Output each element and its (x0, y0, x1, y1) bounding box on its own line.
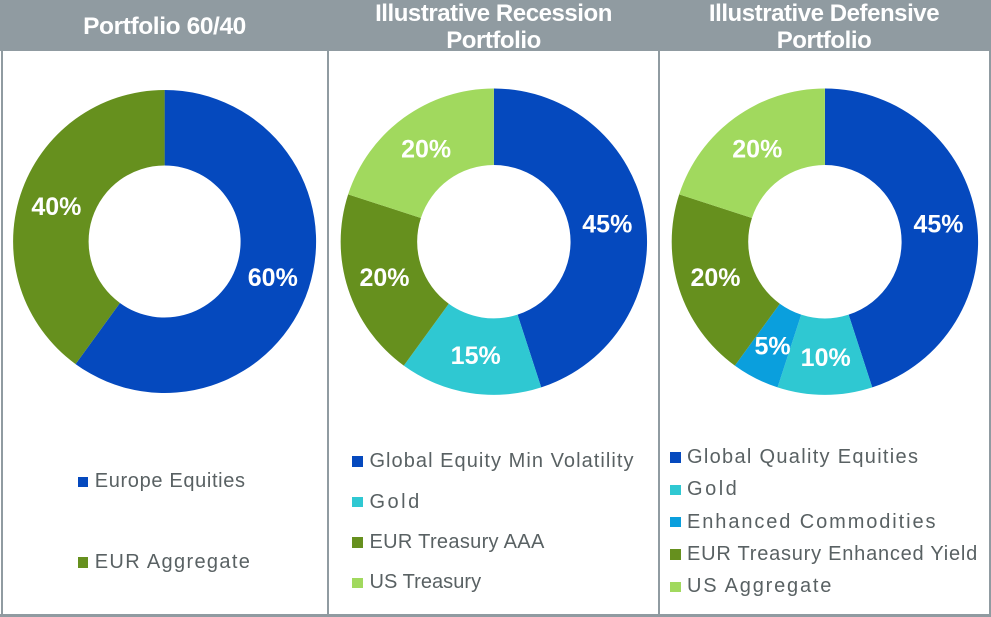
svg-text:20%: 20% (690, 264, 740, 292)
svg-text:60%: 60% (248, 264, 298, 292)
svg-text:20%: 20% (732, 136, 782, 164)
svg-text:20%: 20% (359, 264, 409, 292)
svg-text:15%: 15% (451, 342, 501, 370)
svg-text:45%: 45% (582, 211, 632, 239)
svg-text:20%: 20% (401, 136, 451, 164)
svg-text:5%: 5% (755, 333, 791, 361)
svg-text:45%: 45% (913, 211, 963, 239)
svg-text:10%: 10% (801, 344, 851, 372)
svg-text:40%: 40% (31, 193, 81, 221)
